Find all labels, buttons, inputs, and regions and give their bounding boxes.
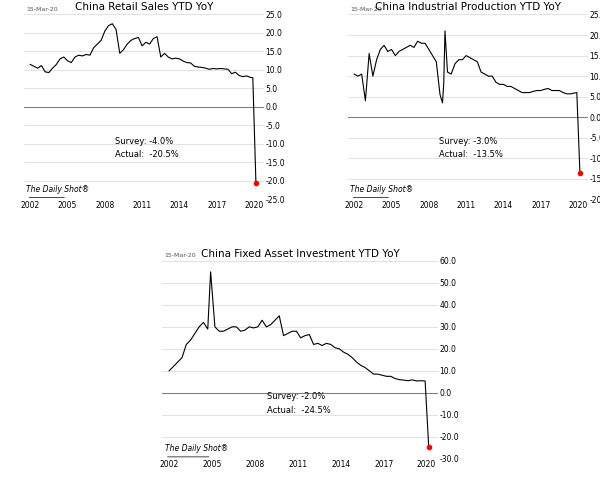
Text: Survey: -3.0%
Actual:  -13.5%: Survey: -3.0% Actual: -13.5% <box>439 137 503 159</box>
Title: China Retail Sales YTD YoY: China Retail Sales YTD YoY <box>75 2 213 13</box>
Text: 15-Mar-20: 15-Mar-20 <box>165 253 196 258</box>
Text: Survey: -4.0%
Actual:  -20.5%: Survey: -4.0% Actual: -20.5% <box>115 137 179 159</box>
Text: 15-Mar-20: 15-Mar-20 <box>350 7 382 12</box>
Text: Survey: -2.0%
Actual:  -24.5%: Survey: -2.0% Actual: -24.5% <box>267 392 331 414</box>
Text: The Daily Shot®: The Daily Shot® <box>350 185 413 194</box>
Title: China Fixed Asset Investment YTD YoY: China Fixed Asset Investment YTD YoY <box>200 249 400 259</box>
Text: The Daily Shot®: The Daily Shot® <box>165 444 228 453</box>
Text: 15-Mar-20: 15-Mar-20 <box>26 7 58 12</box>
Text: The Daily Shot®: The Daily Shot® <box>26 185 89 194</box>
Title: China Industrial Production YTD YoY: China Industrial Production YTD YoY <box>375 2 561 13</box>
